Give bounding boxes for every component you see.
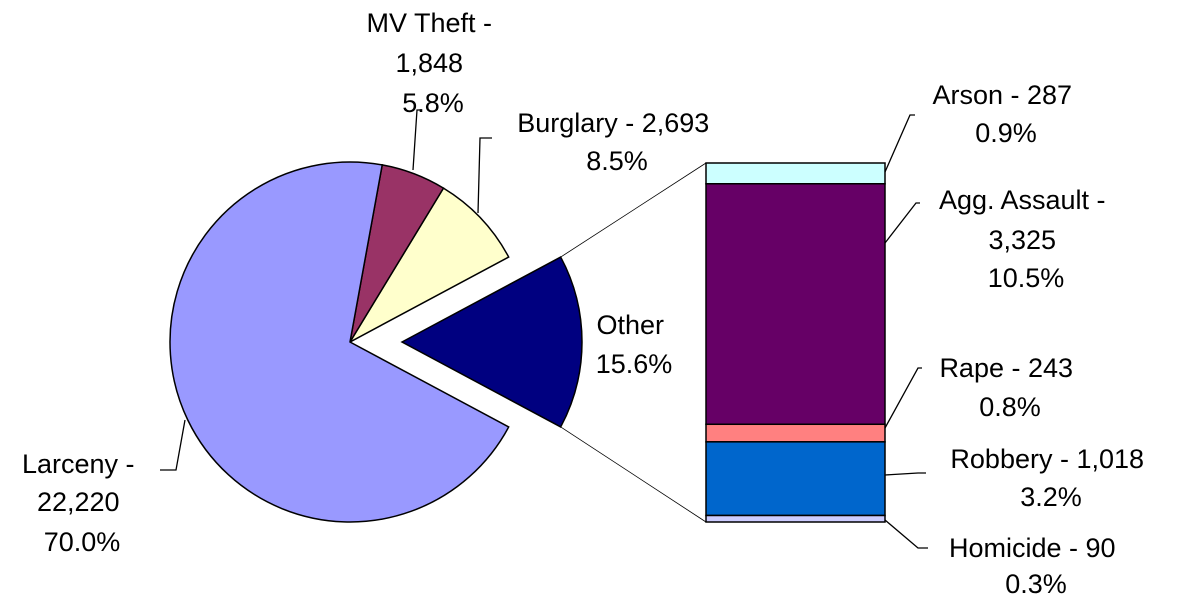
label-larceny-pct: 70.0% [44,527,121,557]
label-arson-name: Arson - 287 [932,80,1072,110]
label-aggassault-value: 3,325 [988,225,1056,255]
label-burglary-pct: 8.5% [586,146,648,176]
leader-lines [160,109,928,549]
label-robbery-name: Robbery - 1,018 [950,444,1144,474]
stacked-bar [705,162,886,523]
leader-rape [884,367,922,429]
connector-lines [560,162,707,523]
leader-mvtheft [412,109,420,171]
label-homicide: Homicide - 90 0.3% [949,533,1123,599]
connector-top [560,162,707,258]
bar-segment-arson [705,162,886,185]
label-arson: Arson - 287 0.9% [932,80,1079,148]
leader-robbery [884,472,926,476]
label-burglary-name: Burglary - 2,693 [517,108,709,138]
label-burglary: Burglary - 2,693 8.5% [517,108,717,176]
label-other-name: Other [596,310,664,340]
label-larceny: Larceny - 22,220 70.0% [22,449,142,557]
label-robbery: Robbery - 1,018 3.2% [950,444,1151,512]
label-homicide-pct: 0.3% [1005,569,1067,599]
bar-segment-aggassault [705,183,886,426]
label-aggassault-name: Agg. Assault - [939,185,1106,215]
bar-segment-robbery [705,441,886,517]
bar-segment-rape [705,423,886,443]
label-aggassault: Agg. Assault - 3,325 10.5% [939,185,1113,293]
label-mvtheft-value: 1,848 [395,48,463,78]
leader-aggassault [884,202,920,244]
label-rape-name: Rape - 243 [939,353,1073,383]
pie-slice-other [400,256,583,428]
pie-slice-burglary [347,187,510,344]
leader-homicide [884,519,928,549]
label-rape-pct: 0.8% [979,392,1041,422]
label-arson-pct: 0.9% [975,118,1037,148]
label-larceny-value: 22,220 [37,487,120,517]
label-mvtheft-pct: 5.8% [402,88,464,118]
label-larceny-name: Larceny - [22,449,135,479]
connector-bottom [560,426,707,523]
label-other-pct: 15.6% [596,349,673,379]
leader-burglary [477,137,492,214]
label-robbery-pct: 3.2% [1020,482,1082,512]
label-rape: Rape - 243 0.8% [939,353,1080,422]
label-homicide-name: Homicide - 90 [949,533,1116,563]
label-mvtheft-name: MV Theft - [366,8,492,38]
pie [169,161,583,523]
bar-segment-homicide [705,514,886,523]
label-aggassault-pct: 10.5% [988,263,1065,293]
leader-arson [884,114,915,173]
label-mvtheft: MV Theft - 1,848 5.8% [366,8,499,118]
pie-slice-larceny [169,161,510,523]
leader-larceny [160,419,186,471]
label-other: Other 15.6% [596,310,673,379]
